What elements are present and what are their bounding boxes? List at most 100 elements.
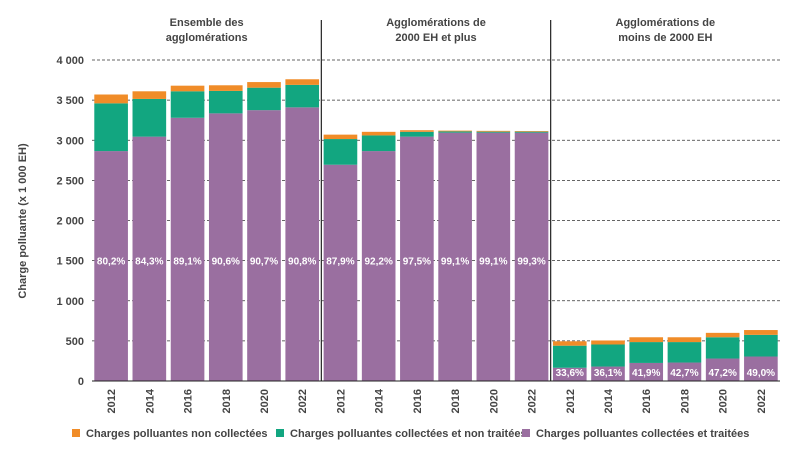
bar-percentage-label: 36,1%: [594, 368, 622, 379]
bar-segment-treated: [400, 136, 434, 381]
y-tick-label: 2 000: [56, 216, 84, 228]
x-tick-label: 2020: [718, 389, 730, 413]
bar-percentage-label: 42,7%: [670, 368, 698, 379]
bar-percentage-label: 97,5%: [403, 257, 431, 268]
y-tick-label: 4 000: [56, 55, 84, 67]
bar-segment-untreated: [552, 345, 587, 368]
bar-segment-untreated: [170, 91, 205, 118]
y-axis-title: Charge polluante (x 1 000 EH): [17, 143, 29, 299]
bar-segment-untreated: [94, 103, 128, 152]
bar-segment-uncollected: [705, 332, 740, 338]
bar-segment-uncollected: [94, 94, 128, 104]
bar-segment-treated: [705, 358, 740, 381]
bar-segment-untreated: [667, 342, 702, 363]
bar-segment-untreated: [705, 337, 740, 359]
x-tick-label: 2012: [335, 389, 347, 413]
legend-swatch-untreated: [276, 429, 284, 437]
bar-segment-uncollected: [667, 337, 702, 343]
x-tick-label: 2012: [565, 389, 577, 413]
bar-segment-treated: [438, 132, 472, 381]
bar-segment-treated: [132, 136, 167, 381]
bar-segment-uncollected: [400, 130, 434, 132]
bar-percentage-label: 49,0%: [747, 368, 775, 379]
bar-segment-uncollected: [361, 131, 396, 136]
bar-segment-treated: [170, 117, 205, 381]
bar-segment-treated: [667, 362, 702, 381]
bar-percentage-label: 90,6%: [212, 257, 240, 268]
bar-segment-treated: [514, 132, 549, 381]
bar-segment-untreated: [629, 342, 664, 363]
bar-percentage-label: 89,1%: [173, 257, 201, 268]
legend: Charges polluantes non collectées Charges…: [72, 428, 749, 440]
x-tick-label: 2014: [603, 388, 615, 413]
bar-segment-treated: [629, 362, 664, 381]
bar-segment-uncollected: [591, 340, 625, 345]
x-tick-label: 2016: [183, 389, 195, 413]
bar-segment-uncollected: [514, 131, 549, 132]
bar-percentage-label: 99,1%: [441, 257, 469, 268]
bar-segment-untreated: [476, 131, 511, 133]
axes: 0 500 1 000 1 500 2 000 2 500 3 000 3 500 4 000 E…: [56, 17, 780, 413]
y-tick-label: 2 500: [56, 175, 84, 187]
bar-percentage-label: 99,1%: [479, 257, 507, 268]
bar-segment-untreated: [285, 84, 320, 108]
bar-segment-untreated: [744, 334, 778, 357]
bar-segment-uncollected: [476, 130, 511, 132]
bar-segment-treated: [94, 151, 128, 381]
x-tick-label: 2016: [641, 389, 653, 413]
x-tick-label: 2014: [374, 388, 386, 413]
y-tick-label: 1 500: [56, 256, 84, 268]
legend-label-treated: Charges polluantes collectées et traitée…: [536, 428, 749, 440]
bar-segment-uncollected: [629, 337, 664, 343]
bar-segment-uncollected: [438, 130, 472, 132]
bar-segment-untreated: [208, 90, 243, 114]
bars: 80,2% 84,3% 89,1% 90,6% 90,7% 90,8% 87,9% 92,2%…: [94, 79, 778, 382]
bar-segment-untreated: [247, 87, 281, 111]
x-tick-label: 2018: [679, 389, 691, 413]
bar-segment-treated: [476, 132, 511, 381]
bar-percentage-label: 33,6%: [556, 368, 584, 379]
y-tick-label: 3 500: [56, 95, 84, 107]
group-title: agglomérations: [166, 32, 248, 44]
bar-segment-untreated: [400, 131, 434, 137]
bar-percentage-label: 92,2%: [364, 257, 392, 268]
x-tick-label: 2012: [106, 389, 118, 413]
bar-segment-untreated: [591, 344, 625, 367]
bar-segment-uncollected: [552, 341, 587, 346]
x-tick-label: 2022: [756, 389, 768, 413]
bar-segment-uncollected: [285, 79, 320, 85]
x-tick-label: 2020: [259, 389, 271, 413]
x-tick-label: 2018: [450, 389, 462, 413]
bar-percentage-label: 99,3%: [517, 257, 545, 268]
group-title: Ensemble des: [170, 17, 244, 29]
y-tick-label: 1 000: [56, 296, 84, 308]
legend-label-uncollected: Charges polluantes non collectées: [86, 428, 268, 440]
group-title: 2000 EH et plus: [395, 32, 476, 44]
bar-percentage-label: 84,3%: [135, 257, 163, 268]
bar-segment-treated: [285, 107, 320, 381]
bar-segment-untreated: [438, 131, 472, 133]
bar-segment-treated: [323, 164, 358, 381]
x-tick-label: 2018: [221, 389, 233, 413]
bar-segment-uncollected: [323, 134, 358, 140]
group-title: Agglomérations de: [616, 17, 716, 29]
bar-segment-treated: [247, 110, 281, 381]
bar-percentage-label: 47,2%: [708, 368, 736, 379]
bar-segment-treated: [552, 367, 587, 381]
x-tick-label: 2022: [297, 389, 309, 413]
bar-percentage-label: 90,8%: [288, 257, 316, 268]
bar-segment-treated: [208, 113, 243, 382]
bar-percentage-label: 87,9%: [326, 257, 354, 268]
group-title: Agglomérations de: [386, 17, 486, 29]
bar-segment-untreated: [323, 139, 358, 165]
bar-segment-untreated: [132, 98, 167, 137]
bar-percentage-label: 41,9%: [632, 368, 660, 379]
y-tick-label: 0: [78, 376, 84, 388]
bar-segment-uncollected: [132, 91, 167, 99]
x-tick-label: 2014: [144, 388, 156, 413]
bar-segment-treated: [361, 151, 396, 381]
legend-swatch-treated: [522, 429, 530, 437]
bar-segment-uncollected: [247, 82, 281, 88]
